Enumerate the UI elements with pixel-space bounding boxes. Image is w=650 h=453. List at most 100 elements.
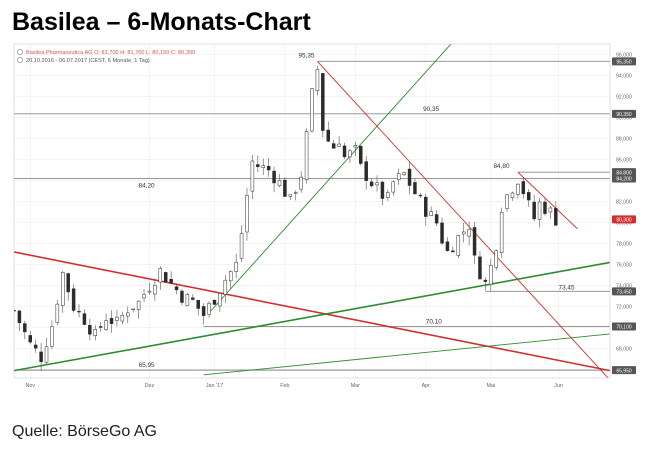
candle-body	[478, 256, 482, 280]
candle-body	[532, 201, 536, 220]
candle-body	[71, 288, 76, 311]
plot-border	[13, 43, 611, 379]
candle-body	[266, 165, 271, 171]
level-annotation: 65,95	[139, 362, 155, 369]
candle-body	[261, 165, 265, 168]
source-caption: Quelle: BörseGo AG	[12, 423, 157, 440]
candle-body	[326, 129, 330, 142]
candle-body	[163, 272, 168, 283]
candle-body	[109, 318, 114, 324]
price-badge	[612, 174, 636, 183]
candle-body	[375, 182, 379, 186]
candle-body	[126, 312, 130, 317]
candle-body	[136, 300, 141, 310]
candle-body	[218, 293, 222, 307]
last-price-badge	[612, 215, 636, 224]
candle-body	[158, 268, 163, 283]
level-annotation: 84,20	[139, 182, 155, 189]
candle-body	[548, 207, 553, 213]
trendline	[317, 61, 609, 378]
y-tick-label: 76,000	[616, 263, 632, 269]
candle-body	[402, 172, 406, 175]
candle-body	[451, 250, 455, 253]
x-tick-label: Dez	[145, 383, 155, 389]
candle-body	[364, 161, 368, 181]
level-annotation: 90,35	[423, 106, 439, 113]
price-badge-label: 90,350	[616, 112, 632, 118]
trendline	[517, 171, 578, 230]
candle-body	[489, 265, 493, 285]
trendline	[14, 251, 610, 372]
candle-body	[185, 294, 190, 306]
candle-body	[147, 290, 152, 293]
candle-body	[228, 271, 233, 282]
price-badge	[612, 109, 636, 118]
candle-body	[82, 313, 87, 325]
candle-body	[66, 273, 70, 293]
candle-body	[39, 351, 43, 363]
y-tick-label: 96,000	[616, 53, 632, 59]
candle-body	[288, 194, 293, 197]
level-annotation: 70,10	[426, 319, 442, 326]
price-badge-label: 84,800	[616, 170, 632, 176]
candle-body	[245, 195, 249, 233]
candle-body	[461, 231, 466, 235]
trendline	[14, 261, 610, 372]
trendline	[208, 44, 452, 314]
candle-body	[467, 229, 471, 237]
candle-body	[429, 211, 433, 216]
page-title: Basilea – 6-Monats-Chart	[12, 8, 311, 36]
candle-body	[396, 173, 401, 181]
y-tick-label: 82,000	[616, 200, 632, 206]
candle-body	[413, 182, 417, 195]
candle-body	[207, 303, 211, 315]
candle-body	[234, 261, 238, 272]
candle-body	[337, 143, 341, 147]
candle-body	[250, 160, 255, 192]
settings-icon[interactable]	[16, 48, 23, 55]
price-badge-label: 70,100	[616, 325, 632, 331]
candle-body	[321, 73, 325, 131]
candle-body	[521, 181, 526, 195]
candle-body	[353, 145, 358, 148]
candle-body	[93, 329, 98, 336]
y-tick-label: 88,000	[616, 137, 632, 143]
candle-body	[277, 180, 282, 187]
candle-body	[537, 201, 542, 220]
price-badge-label: 84,200	[616, 177, 632, 183]
candle-body	[424, 196, 428, 217]
candle-body	[33, 344, 38, 349]
candle-body	[256, 164, 260, 167]
legend-line-1: Basilea Pharmaceutica AG O: 81,700 H: 81…	[26, 50, 195, 56]
candle-body	[50, 326, 54, 347]
candle-body	[434, 214, 439, 224]
candle-body	[174, 286, 179, 291]
candle-body	[380, 181, 385, 199]
candle-body	[483, 279, 488, 282]
candle-body	[391, 181, 396, 193]
candle-body	[201, 306, 206, 316]
clock-icon	[16, 56, 23, 63]
candle-body	[494, 250, 498, 268]
candle-body	[348, 150, 352, 158]
candle-body	[17, 310, 22, 324]
y-tick-label: 86,000	[616, 158, 632, 164]
candle-body	[456, 235, 461, 256]
candle-body	[499, 212, 504, 254]
y-tick-label: 80,000	[616, 221, 632, 227]
candle-body	[23, 323, 27, 333]
candle-body	[169, 279, 173, 284]
candle-body	[142, 294, 146, 299]
candle-body	[359, 145, 363, 164]
price-badge-label: 95,350	[616, 60, 632, 66]
candle-body	[180, 290, 184, 303]
price-badge	[612, 168, 636, 177]
candle-body	[44, 346, 49, 363]
candle-body	[445, 241, 450, 251]
candle-body	[115, 316, 119, 321]
candle-body	[191, 297, 195, 300]
candle-body	[543, 201, 547, 214]
candle-body	[440, 222, 444, 244]
candle-body	[554, 208, 558, 226]
candle-body	[310, 88, 314, 132]
